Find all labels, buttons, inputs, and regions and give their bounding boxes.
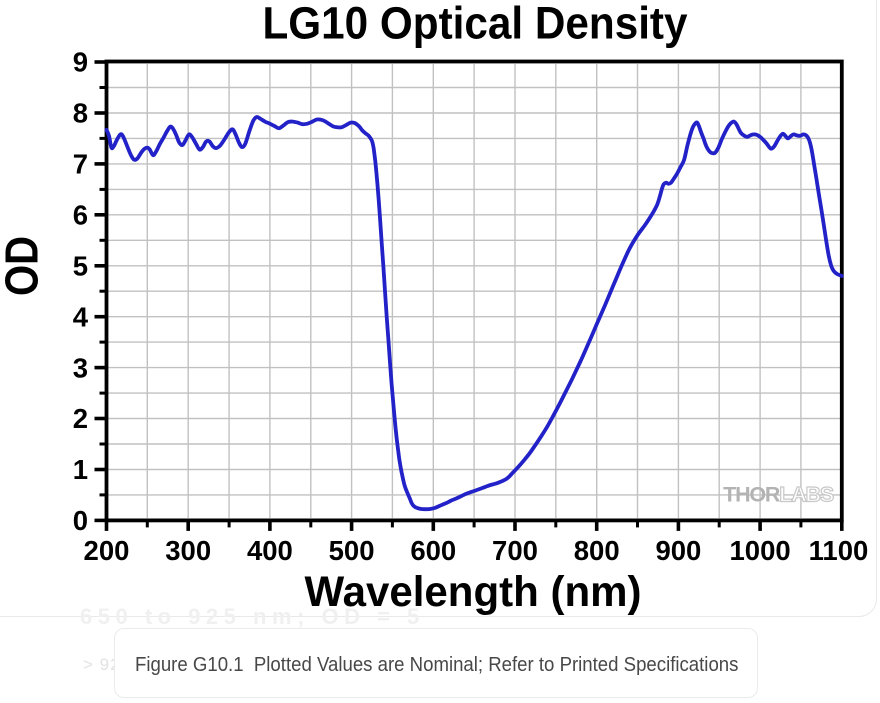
svg-text:0: 0 xyxy=(73,505,88,536)
svg-text:THORLABS: THORLABS xyxy=(723,483,834,507)
svg-text:6: 6 xyxy=(73,200,88,231)
svg-text:4: 4 xyxy=(73,301,89,332)
svg-text:Wavelength (nm): Wavelength (nm) xyxy=(305,568,642,616)
svg-text:800: 800 xyxy=(574,535,620,566)
svg-text:500: 500 xyxy=(329,535,375,566)
svg-text:1100: 1100 xyxy=(809,535,869,566)
svg-text:2: 2 xyxy=(73,403,88,434)
svg-text:5: 5 xyxy=(73,250,88,281)
svg-text:LG10 Optical Density: LG10 Optical Density xyxy=(263,0,688,49)
svg-text:900: 900 xyxy=(655,535,701,566)
svg-text:OD: OD xyxy=(0,236,48,296)
svg-text:400: 400 xyxy=(247,535,293,566)
svg-text:600: 600 xyxy=(410,535,456,566)
svg-text:1000: 1000 xyxy=(730,535,791,566)
svg-text:8: 8 xyxy=(73,98,88,129)
svg-text:7: 7 xyxy=(73,149,88,180)
svg-text:200: 200 xyxy=(84,535,130,566)
svg-text:300: 300 xyxy=(165,535,211,566)
svg-text:9: 9 xyxy=(73,47,88,78)
svg-text:1: 1 xyxy=(73,454,88,485)
svg-text:3: 3 xyxy=(73,352,88,383)
svg-text:700: 700 xyxy=(492,535,538,566)
